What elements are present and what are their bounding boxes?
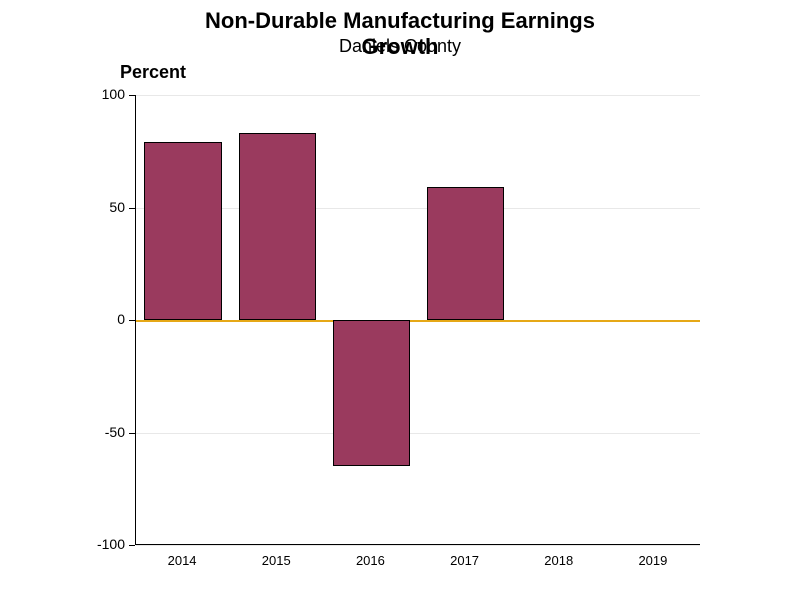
x-tick-label: 2018 — [529, 553, 589, 568]
x-tick-label: 2015 — [246, 553, 306, 568]
y-tick-label: 0 — [80, 311, 125, 327]
y-tick-mark — [129, 320, 135, 321]
chart-container: Non-Durable Manufacturing Earnings Growt… — [0, 0, 800, 600]
y-tick-mark — [129, 433, 135, 434]
y-tick-mark — [129, 545, 135, 546]
bar — [144, 142, 221, 320]
gridline — [136, 545, 700, 546]
y-tick-label: 50 — [80, 199, 125, 215]
x-tick-label: 2017 — [435, 553, 495, 568]
x-tick-label: 2016 — [340, 553, 400, 568]
chart-subtitle: Daniels County — [339, 36, 461, 57]
y-tick-mark — [129, 208, 135, 209]
bar — [427, 187, 504, 320]
y-tick-label: -100 — [80, 536, 125, 552]
y-tick-label: 100 — [80, 86, 125, 102]
x-tick-label: 2014 — [152, 553, 212, 568]
y-axis-title: Percent — [120, 62, 186, 83]
x-tick-label: 2019 — [623, 553, 683, 568]
gridline — [136, 433, 700, 434]
bar — [333, 320, 410, 466]
y-tick-label: -50 — [80, 424, 125, 440]
bar — [239, 133, 316, 320]
y-tick-mark — [129, 95, 135, 96]
plot-area — [135, 95, 700, 545]
zero-line — [136, 320, 700, 322]
gridline — [136, 95, 700, 96]
